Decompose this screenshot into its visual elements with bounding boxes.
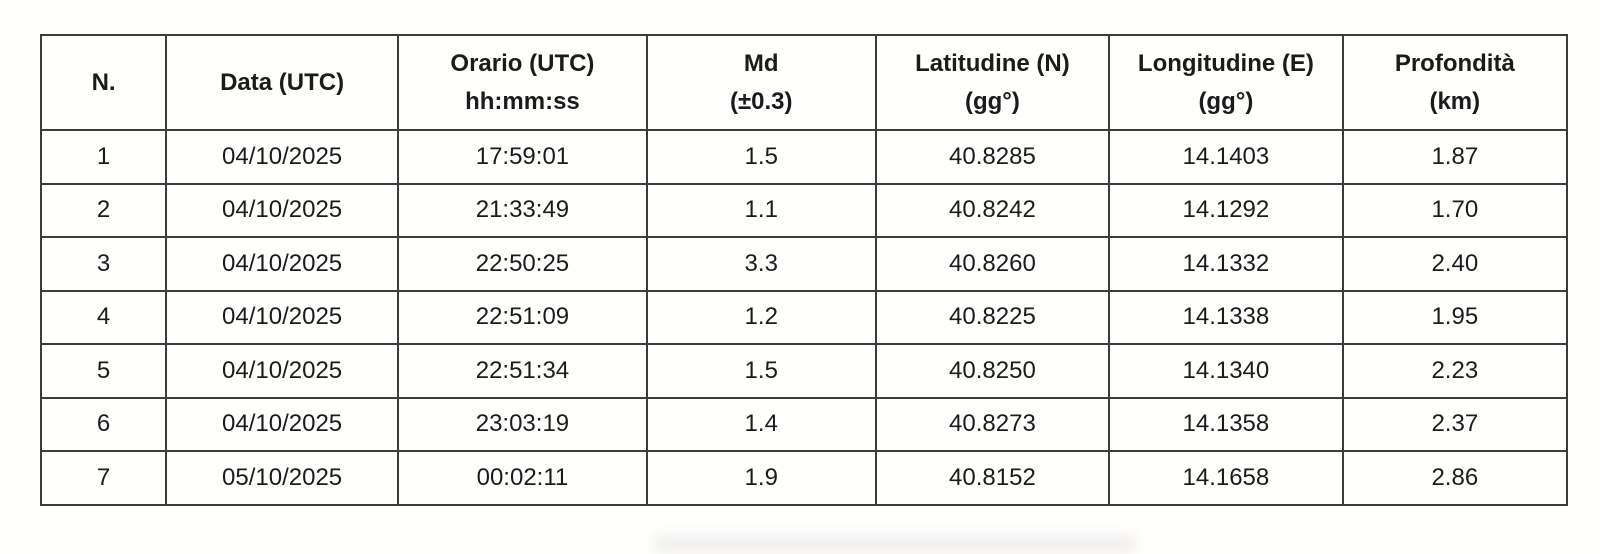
table-cell: 40.8152 (874, 450, 1111, 506)
table-cell: 40.8285 (874, 129, 1111, 185)
table-cell: 00:02:11 (397, 450, 648, 506)
table-cell: 22:51:34 (397, 343, 648, 399)
table-cell: 1.9 (645, 450, 877, 506)
table-cell: 14.1358 (1108, 396, 1344, 452)
seismic-events-table: N. Data (UTC) Orario (UTC) hh:mm:ss Md (±0.3)… (39, 34, 1569, 506)
table-row: 2 04/10/2025 21:33:49 1.1 40.8242 14.1292 1.70 (39, 182, 1569, 238)
table-cell: 22:51:09 (397, 289, 648, 345)
table-cell: 1.70 (1341, 182, 1569, 238)
table-cell: 04/10/2025 (165, 289, 400, 345)
table-cell: 7 (39, 450, 168, 506)
header-row: N. Data (UTC) Orario (UTC) hh:mm:ss Md (±0.3)… (39, 34, 1569, 131)
table-cell: 2.86 (1341, 450, 1569, 506)
column-header: N. (39, 34, 168, 131)
table-row: 1 04/10/2025 17:59:01 1.5 40.8285 14.1403 1.87 (39, 129, 1569, 185)
table-cell: 22:50:25 (397, 236, 648, 292)
column-header-line1: Data (UTC) (220, 68, 345, 96)
table-cell: 21:33:49 (397, 182, 648, 238)
column-header-line1: Latitudine (N) (915, 49, 1070, 77)
table-cell: 5 (39, 343, 168, 399)
table-cell: 1.95 (1341, 289, 1569, 345)
table-cell: 1.2 (645, 289, 877, 345)
column-header: Latitudine (N) (gg°) (874, 34, 1111, 131)
table-cell: 2.23 (1341, 343, 1569, 399)
table-cell: 14.1332 (1108, 236, 1344, 292)
column-header-line2: hh:mm:ss (465, 87, 580, 115)
table-cell: 3.3 (645, 236, 877, 292)
table-cell: 3 (39, 236, 168, 292)
table-cell: 14.1338 (1108, 289, 1344, 345)
column-header-line2: (km) (1429, 87, 1481, 115)
table-cell: 2 (39, 182, 168, 238)
table-cell: 40.8242 (874, 182, 1111, 238)
table-cell: 04/10/2025 (165, 129, 400, 185)
table-cell: 40.8225 (874, 289, 1111, 345)
column-header-line2: (±0.3) (729, 87, 793, 115)
column-header: Data (UTC) (165, 34, 400, 131)
table-cell: 14.1403 (1108, 129, 1344, 185)
table-cell: 2.37 (1341, 396, 1569, 452)
table-cell: 40.8250 (874, 343, 1111, 399)
column-header-line1: Md (743, 49, 779, 77)
table-cell: 4 (39, 289, 168, 345)
table-cell: 23:03:19 (397, 396, 648, 452)
table-cell: 6 (39, 396, 168, 452)
table-cell: 17:59:01 (397, 129, 648, 185)
table-cell: 1.1 (645, 182, 877, 238)
table-cell: 1 (39, 129, 168, 185)
table-cell: 1.5 (645, 343, 877, 399)
table-header: N. Data (UTC) Orario (UTC) hh:mm:ss Md (±0.3)… (39, 34, 1569, 131)
table-cell: 14.1292 (1108, 182, 1344, 238)
table-cell: 14.1340 (1108, 343, 1344, 399)
table-cell: 04/10/2025 (165, 343, 400, 399)
table-cell: 1.87 (1341, 129, 1569, 185)
table-cell: 2.40 (1341, 236, 1569, 292)
table-cell: 1.5 (645, 129, 877, 185)
table-cell: 14.1658 (1108, 450, 1344, 506)
scan-smudge (655, 536, 1135, 552)
column-header: Profondità (km) (1341, 34, 1569, 131)
table-row: 3 04/10/2025 22:50:25 3.3 40.8260 14.1332 2.40 (39, 236, 1569, 292)
table-row: 4 04/10/2025 22:51:09 1.2 40.8225 14.1338 1.95 (39, 289, 1569, 345)
column-header-line1: Orario (UTC) (450, 49, 595, 77)
table-cell: 40.8260 (874, 236, 1111, 292)
table-row: 5 04/10/2025 22:51:34 1.5 40.8250 14.1340 2.23 (39, 343, 1569, 399)
table-cell: 04/10/2025 (165, 182, 400, 238)
column-header: Md (±0.3) (645, 34, 877, 131)
table-body: 1 04/10/2025 17:59:01 1.5 40.8285 14.1403 1.87… (39, 129, 1569, 506)
column-header: Orario (UTC) hh:mm:ss (397, 34, 648, 131)
table-cell: 40.8273 (874, 396, 1111, 452)
column-header-line2: (gg°) (964, 87, 1020, 115)
column-header-line1: Profondità (1394, 49, 1515, 77)
column-header-line1: Longitudine (E) (1137, 49, 1314, 77)
table-cell: 05/10/2025 (165, 450, 400, 506)
column-header-line1: N. (91, 68, 116, 96)
table-row: 7 05/10/2025 00:02:11 1.9 40.8152 14.1658 2.86 (39, 450, 1569, 506)
table-row: 6 04/10/2025 23:03:19 1.4 40.8273 14.1358 2.37 (39, 396, 1569, 452)
table-cell: 04/10/2025 (165, 236, 400, 292)
table-cell: 1.4 (645, 396, 877, 452)
column-header-line2: (gg°) (1198, 87, 1254, 115)
table-cell: 04/10/2025 (165, 396, 400, 452)
column-header: Longitudine (E) (gg°) (1108, 34, 1344, 131)
